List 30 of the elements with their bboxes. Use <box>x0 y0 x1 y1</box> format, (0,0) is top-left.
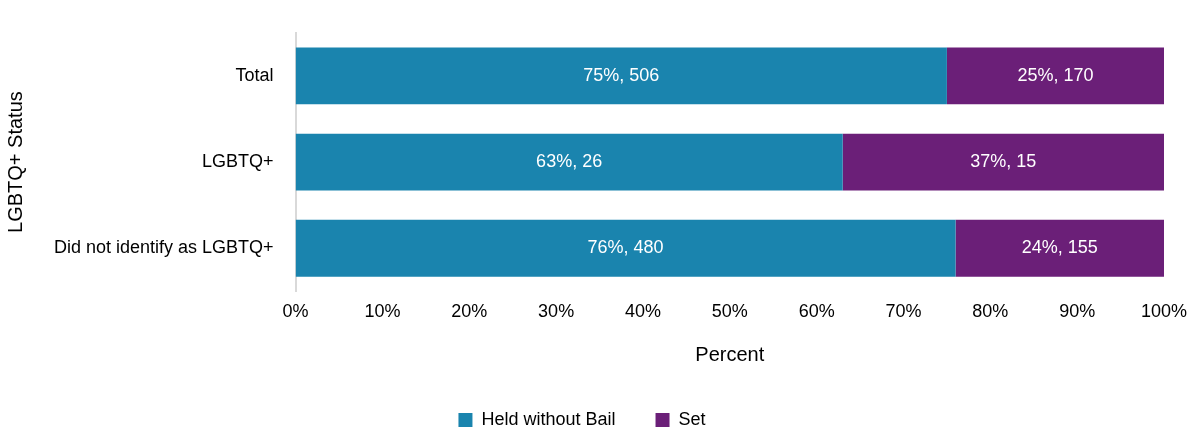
legend-label: Held without Bail <box>481 408 616 429</box>
x-tick-label: 40% <box>624 301 661 322</box>
bar <box>946 47 1164 105</box>
x-tick-label: 30% <box>538 301 575 322</box>
data-label: 24%, 155 <box>1021 237 1098 258</box>
bar <box>295 133 843 191</box>
data-label: 76%, 480 <box>587 237 664 258</box>
data-label: 25%, 170 <box>1017 64 1094 85</box>
y-tick-label: Total <box>235 64 274 85</box>
data-label: 75%, 506 <box>583 64 660 85</box>
x-axis-title: Percent <box>695 342 765 365</box>
x-tick-label: 0% <box>282 301 309 322</box>
bar <box>295 47 947 105</box>
x-tick-label: 10% <box>364 301 401 322</box>
y-axis-title: LGBTQ+ Status <box>3 91 26 233</box>
x-tick-label: 80% <box>972 301 1009 322</box>
x-tick-label: 70% <box>885 301 922 322</box>
data-label: 63%, 26 <box>536 151 603 172</box>
data-label: 37%, 15 <box>970 151 1037 172</box>
legend-label: Set <box>678 408 706 429</box>
y-tick-label: LGBTQ+ <box>202 151 274 172</box>
y-tick-label: Did not identify as LGBTQ+ <box>53 237 274 258</box>
bar <box>842 133 1164 191</box>
bar <box>295 219 956 277</box>
x-tick-label: 20% <box>451 301 488 322</box>
bar <box>955 219 1164 277</box>
x-tick-label: 60% <box>798 301 835 322</box>
x-tick-label: 50% <box>711 301 748 322</box>
x-tick-label: 100% <box>1140 301 1188 322</box>
x-tick-label: 90% <box>1059 301 1096 322</box>
